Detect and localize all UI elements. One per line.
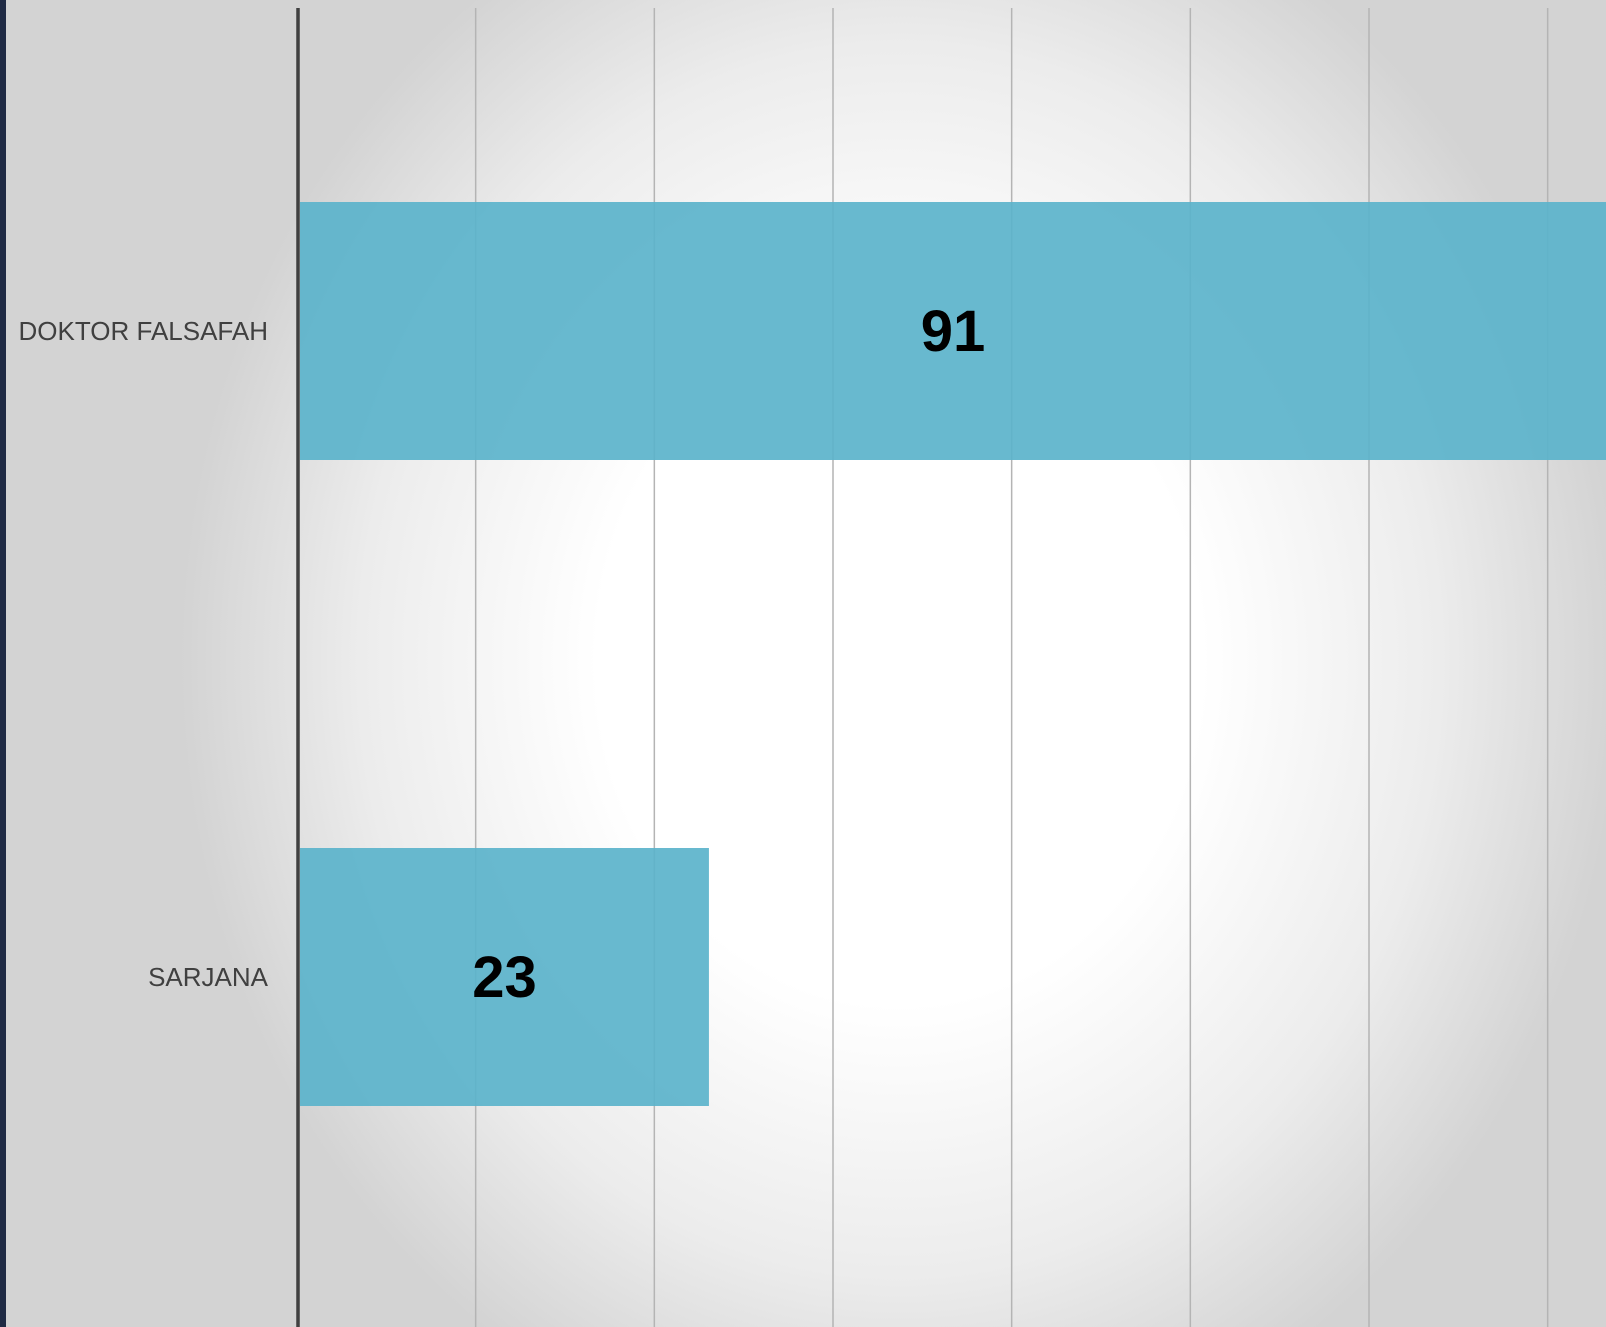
bars: [300, 202, 1606, 1106]
labels: 91 DOKTOR FALSAFAH 23 SARJANA: [19, 299, 986, 1010]
bar-sarjana: [300, 848, 709, 1106]
slide-left-border: [0, 0, 6, 1327]
category-label: SARJANA: [148, 962, 269, 992]
category-label: DOKTOR FALSAFAH: [19, 316, 268, 346]
bar-doktor-falsafah: [300, 202, 1606, 460]
data-label: 91: [921, 299, 986, 364]
data-label: 23: [472, 945, 537, 1010]
